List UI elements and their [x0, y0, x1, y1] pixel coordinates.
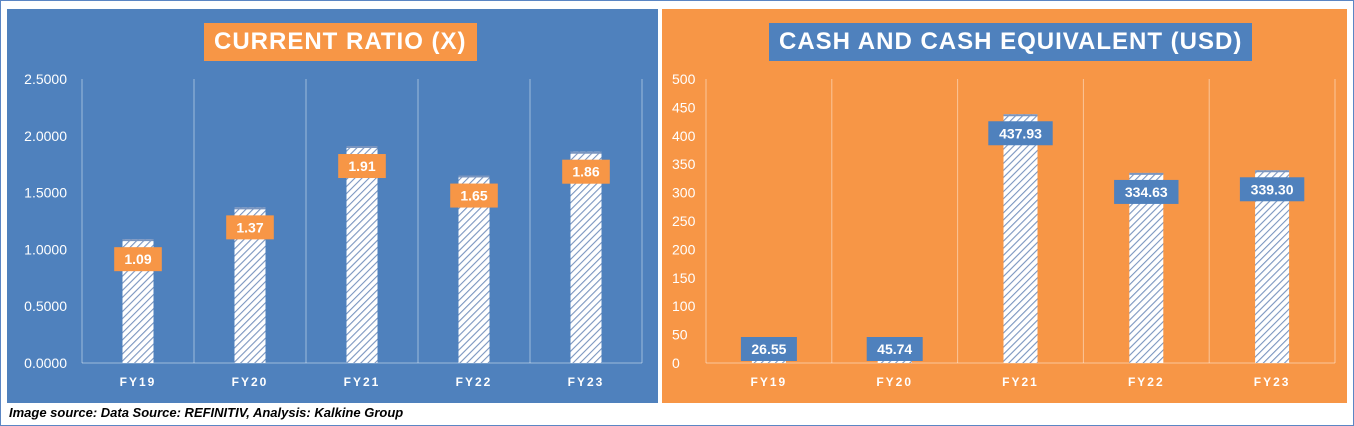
- cash-y-tick: 200: [672, 241, 696, 257]
- ratio-data-label-box: [114, 247, 162, 272]
- ratio-category-label: FY19: [120, 375, 157, 389]
- cash-y-tick: 450: [672, 99, 696, 115]
- cash-data-label-box: [1239, 177, 1305, 202]
- ratio-data-label: 1.65: [460, 188, 487, 204]
- ratio-category-label: FY22: [456, 375, 493, 389]
- ratio-y-tick: 0.0000: [24, 355, 67, 371]
- ratio-data-label: 1.37: [236, 219, 263, 235]
- cash-y-tick: 350: [672, 156, 696, 172]
- cash-data-label: 339.30: [1251, 181, 1294, 197]
- current-ratio-chart: 0.0000 0.5000 1.0000 1.5000 2.0000 2.5000 1.09…: [7, 9, 658, 403]
- cash-equivalent-plot: 0 50 100 150 200 250 300 350 400 450 500 26.55 FY19 4…: [672, 71, 1336, 389]
- ratio-bar: [346, 146, 378, 363]
- cash-bar: [1255, 170, 1290, 363]
- current-ratio-plot: 0.0000 0.5000 1.0000 1.5000 2.0000 2.5000 1.09…: [24, 71, 643, 389]
- image-source-caption: Image source: Data Source: REFINITIV, An…: [9, 405, 404, 420]
- cash-y-tick: 300: [672, 185, 696, 201]
- cash-data-label-box: [740, 337, 797, 361]
- cash-y-tick: 100: [672, 298, 696, 314]
- cash-data-label-box: [1114, 179, 1179, 204]
- cash-equivalent-title: CASH AND CASH EQUIVALENT (USD): [769, 23, 1253, 61]
- ratio-data-label: 1.09: [124, 251, 151, 267]
- cash-data-label-box: [866, 337, 923, 361]
- ratio-y-tick: 0.5000: [24, 298, 67, 314]
- cash-data-label: 26.55: [751, 341, 786, 357]
- cash-y-tick: 400: [672, 128, 696, 144]
- cash-y-tick: 150: [672, 270, 696, 286]
- cash-equivalent-chart: 0 50 100 150 200 250 300 350 400 450 500 26.55 FY19 4…: [662, 9, 1347, 403]
- ratio-data-label-box: [226, 215, 274, 240]
- cash-category-label: FY23: [1254, 375, 1291, 389]
- ratio-y-tick: 1.5000: [24, 185, 67, 201]
- cash-bar: [1003, 114, 1038, 363]
- cash-data-label-box: [988, 121, 1053, 146]
- cash-category-label: FY20: [876, 375, 913, 389]
- ratio-data-label-box: [562, 159, 610, 184]
- current-ratio-title: CURRENT RATIO (X): [204, 23, 477, 61]
- ratio-y-tick: 2.0000: [24, 128, 67, 144]
- cash-category-label: FY19: [751, 375, 788, 389]
- ratio-data-label: 1.91: [348, 158, 375, 174]
- ratio-data-label: 1.86: [572, 164, 599, 180]
- cash-category-label: FY22: [1128, 375, 1165, 389]
- cash-category-label: FY21: [1002, 375, 1039, 389]
- cash-y-tick: 250: [672, 213, 696, 229]
- ratio-data-label-box: [338, 154, 386, 179]
- cash-data-label: 437.93: [999, 125, 1042, 141]
- cash-bar: [1129, 172, 1164, 363]
- ratio-data-label-box: [450, 183, 498, 208]
- cash-y-tick: 0: [672, 355, 680, 371]
- cash-y-tick: 500: [672, 71, 696, 87]
- cash-y-tick: 50: [672, 327, 688, 343]
- cash-data-label: 334.63: [1125, 184, 1168, 200]
- ratio-category-label: FY21: [344, 375, 381, 389]
- ratio-category-label: FY20: [232, 375, 269, 389]
- ratio-y-tick: 2.5000: [24, 71, 67, 87]
- ratio-y-tick: 1.0000: [24, 241, 67, 257]
- cash-data-label: 45.74: [877, 341, 912, 357]
- ratio-bar: [570, 151, 602, 363]
- ratio-category-label: FY23: [568, 375, 605, 389]
